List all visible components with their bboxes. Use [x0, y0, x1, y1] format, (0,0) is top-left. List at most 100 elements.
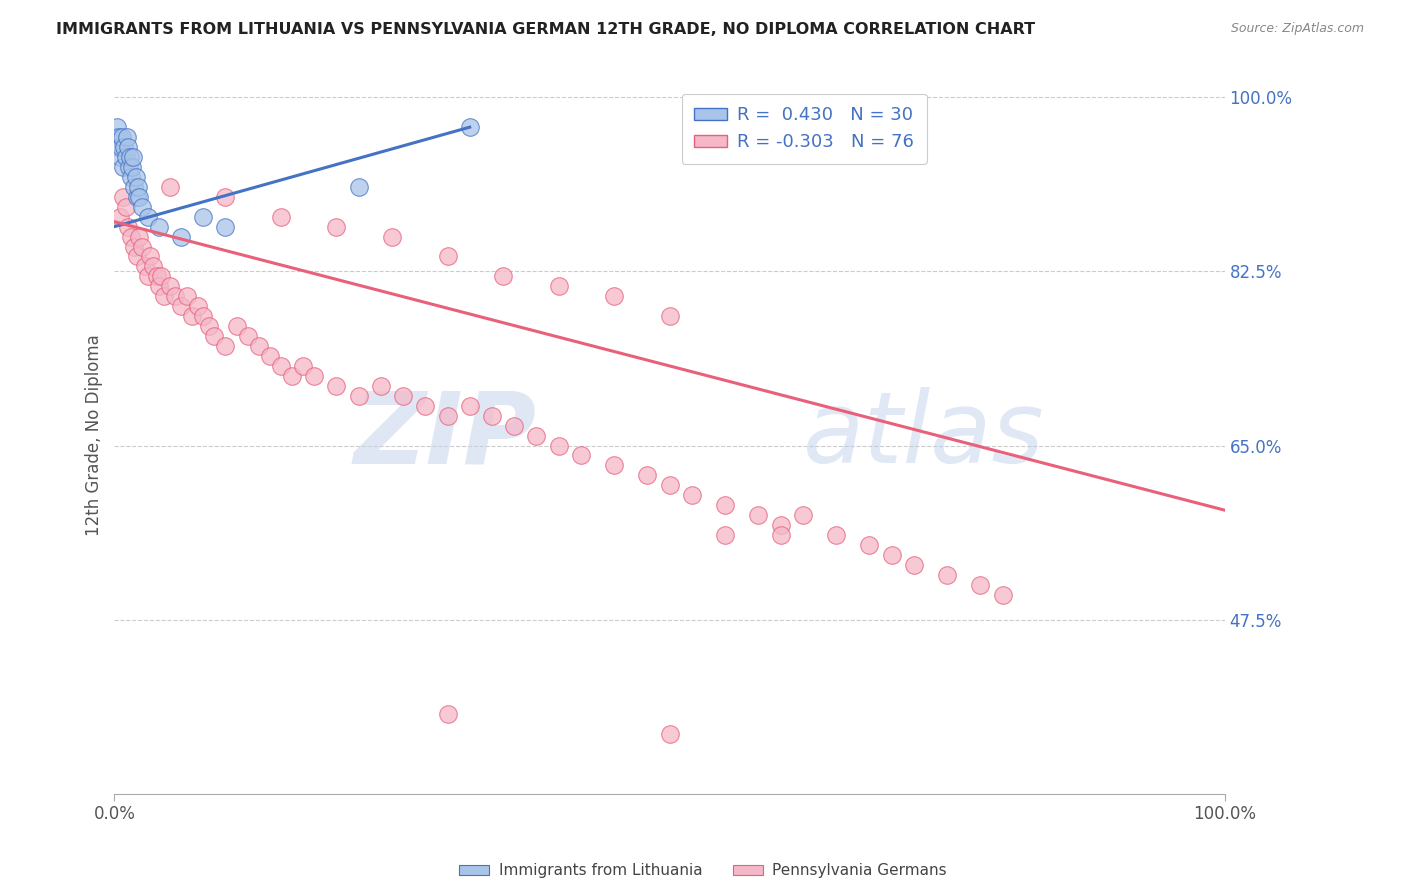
Point [547, 438, 569, 452]
Point [347, 179, 370, 194]
Point [104, 130, 127, 145]
Point [214, 190, 236, 204]
Point [381, 229, 404, 244]
Point [969, 578, 991, 592]
Point [458, 399, 481, 413]
Point [108, 210, 131, 224]
Point [991, 588, 1014, 602]
Point [122, 150, 145, 164]
Point [292, 359, 315, 373]
Point [131, 239, 153, 253]
Point [458, 120, 481, 135]
Legend: R =  0.430   N = 30, R = -0.303   N = 76: R = 0.430 N = 30, R = -0.303 N = 76 [682, 94, 927, 164]
Point [481, 409, 503, 423]
Point [136, 210, 159, 224]
Point [148, 279, 170, 293]
Point [134, 260, 156, 274]
Point [136, 269, 159, 284]
Point [392, 389, 415, 403]
Point [124, 179, 146, 194]
Point [193, 210, 215, 224]
Point [547, 279, 569, 293]
Point [524, 428, 547, 442]
Point [769, 518, 792, 533]
Point [159, 279, 181, 293]
Point [936, 567, 959, 582]
Point [325, 379, 347, 393]
Point [503, 418, 526, 433]
Point [858, 538, 880, 552]
Point [681, 488, 703, 502]
Point [131, 200, 153, 214]
Point [108, 130, 131, 145]
Text: atlas: atlas [803, 387, 1045, 484]
Point [114, 150, 136, 164]
Point [903, 558, 925, 572]
Point [187, 299, 209, 313]
Point [121, 160, 143, 174]
Point [112, 140, 135, 154]
Point [714, 528, 737, 542]
Point [110, 140, 132, 154]
Point [225, 319, 247, 334]
Point [304, 368, 326, 383]
Point [124, 169, 146, 184]
Y-axis label: 12th Grade, No Diploma: 12th Grade, No Diploma [86, 334, 103, 536]
Point [105, 120, 128, 135]
Point [214, 339, 236, 353]
Point [880, 548, 903, 562]
Point [436, 250, 458, 264]
Point [247, 339, 270, 353]
Point [413, 399, 436, 413]
Point [259, 349, 281, 363]
Point [603, 289, 626, 303]
Point [145, 269, 167, 284]
Point [747, 508, 769, 523]
Point [111, 130, 134, 145]
Point [128, 190, 150, 204]
Point [792, 508, 814, 523]
Point [347, 389, 370, 403]
Point [636, 468, 658, 483]
Text: ZIP: ZIP [353, 387, 536, 484]
Point [112, 160, 135, 174]
Point [170, 299, 193, 313]
Point [281, 368, 304, 383]
Point [107, 140, 129, 154]
Point [236, 329, 259, 343]
Point [159, 179, 181, 194]
Point [139, 250, 162, 264]
Point [112, 190, 135, 204]
Point [117, 219, 139, 234]
Point [150, 269, 173, 284]
Text: IMMIGRANTS FROM LITHUANIA VS PENNSYLVANIA GERMAN 12TH GRADE, NO DIPLOMA CORRELAT: IMMIGRANTS FROM LITHUANIA VS PENNSYLVANI… [56, 22, 1035, 37]
Point [214, 219, 236, 234]
Point [569, 449, 592, 463]
Point [142, 260, 165, 274]
Point [769, 528, 792, 542]
Point [202, 329, 225, 343]
Point [114, 200, 136, 214]
Point [125, 190, 148, 204]
Point [124, 239, 146, 253]
Point [115, 130, 138, 145]
Point [193, 309, 215, 323]
Point [148, 219, 170, 234]
Point [492, 269, 515, 284]
Point [436, 707, 458, 722]
Point [436, 409, 458, 423]
Point [658, 727, 681, 741]
Point [120, 229, 142, 244]
Point [170, 229, 193, 244]
Point [117, 140, 139, 154]
Point [370, 379, 392, 393]
Point [658, 478, 681, 492]
Point [658, 309, 681, 323]
Legend: Immigrants from Lithuania, Pennsylvania Germans: Immigrants from Lithuania, Pennsylvania … [453, 857, 953, 884]
Point [181, 309, 204, 323]
Point [128, 229, 150, 244]
Text: Source: ZipAtlas.com: Source: ZipAtlas.com [1230, 22, 1364, 36]
Point [270, 210, 292, 224]
Point [120, 169, 142, 184]
Point [125, 250, 148, 264]
